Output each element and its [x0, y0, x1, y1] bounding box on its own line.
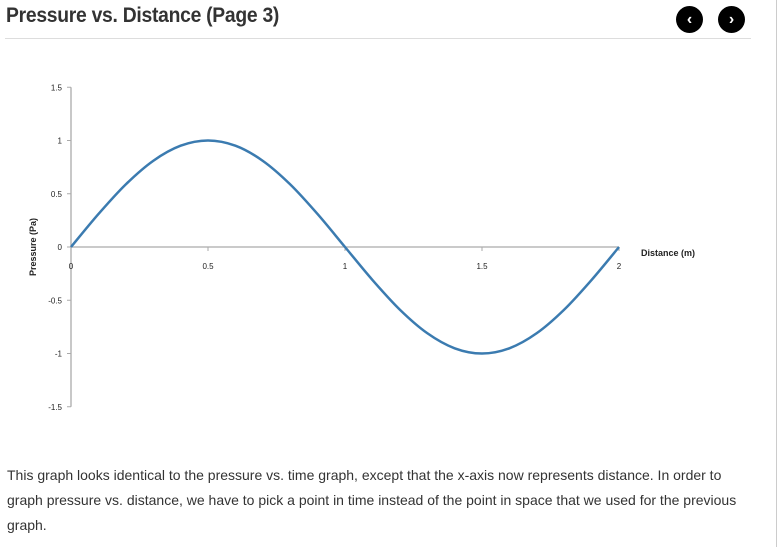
- y-tick-label: -0.5: [48, 296, 62, 305]
- x-axis-label: Distance (m): [641, 248, 695, 258]
- pressure-series-line: [70, 139, 620, 355]
- y-axis-label: Pressure (Pa): [28, 218, 38, 276]
- prev-page-button[interactable]: ‹: [676, 6, 703, 33]
- description-text: This graph looks identical to the pressu…: [7, 467, 737, 533]
- y-tick-label: 1.5: [51, 83, 63, 92]
- y-tick-label: 0: [58, 243, 63, 252]
- y-tick-label: 1: [58, 137, 63, 146]
- y-tick-label: -1.5: [48, 403, 62, 412]
- pressure-distance-chart: 1.5 1 0.5 0 -0.5 -1 -1.5 0 0.5 1 1.5 2 Distance (m) P…: [28, 83, 695, 412]
- x-tick-label: 1.5: [476, 262, 488, 271]
- content-border: [776, 0, 777, 547]
- next-page-button[interactable]: ›: [718, 6, 745, 33]
- x-tick-label: 2: [617, 262, 622, 271]
- header-divider: [5, 38, 751, 39]
- y-tick-label: 0.5: [51, 190, 63, 199]
- x-tick-label: 0.5: [202, 262, 214, 271]
- x-tick-label: 0: [69, 262, 74, 271]
- page-title: Pressure vs. Distance (Page 3): [6, 4, 280, 27]
- chevron-right-icon: ›: [728, 10, 735, 28]
- chevron-left-icon: ‹: [686, 10, 693, 28]
- x-tick-label: 1: [343, 262, 348, 271]
- y-tick-label: -1: [55, 350, 63, 359]
